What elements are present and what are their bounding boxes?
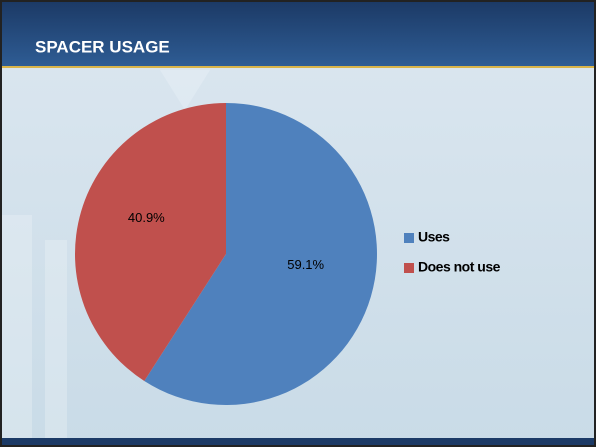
header-band [2,2,594,66]
legend-label: Does not use [418,259,501,275]
legend-label: Uses [418,229,450,245]
legend-swatch [404,263,414,273]
background-decoration [2,70,210,445]
pie-slice [74,102,226,381]
data-label: 40.9% [128,210,165,225]
pie-slice [144,103,377,405]
legend-swatch [404,233,414,243]
header-rule [2,66,594,68]
slide-title: SPACER USAGE [35,37,170,56]
footer-band [2,438,594,445]
data-label: 59.1% [287,257,324,272]
